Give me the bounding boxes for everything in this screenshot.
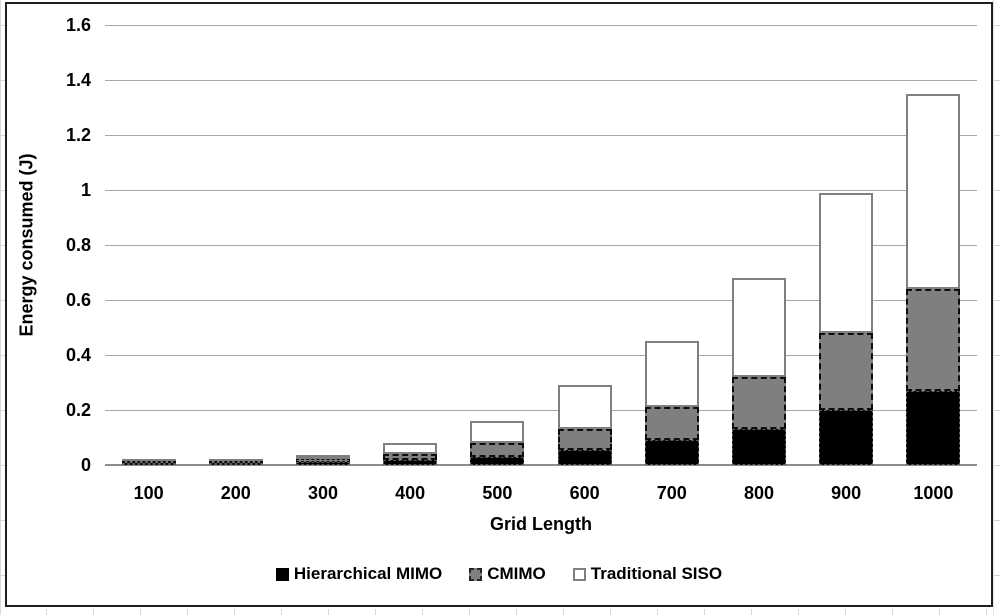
x-axis-tick-label: 200 <box>220 483 251 503</box>
legend-item-hierarchical-mimo: Hierarchical MIMO <box>275 564 443 584</box>
legend-item-cmimo: CMIMO <box>469 564 546 584</box>
x-axis-tick-label: 800 <box>743 483 775 503</box>
gridline <box>105 80 977 81</box>
bar-200 <box>208 458 263 465</box>
bar-segment-400-cmimo <box>383 454 438 460</box>
bar-segment-900-hierarchical-mimo <box>819 410 874 465</box>
gridline <box>105 355 977 356</box>
bar-segment-700-traditional-siso <box>644 341 699 408</box>
bar-300 <box>296 455 350 465</box>
gridline <box>105 25 977 26</box>
legend-swatch-icon <box>469 567 483 581</box>
bar-700 <box>644 341 699 465</box>
gridline <box>105 410 977 411</box>
bar-600 <box>557 385 612 465</box>
y-axis-tick-label: 0 <box>80 455 91 475</box>
bar-500 <box>470 421 525 465</box>
bar-segment-500-cmimo <box>470 443 525 457</box>
bar-1000 <box>906 93 961 465</box>
legend-label: Traditional SISO <box>590 564 723 583</box>
y-axis-tick-label: 1.2 <box>65 125 91 145</box>
bar-segment-600-traditional-siso <box>557 385 612 430</box>
x-axis-tick-label: 400 <box>395 483 426 503</box>
bar-segment-800-traditional-siso <box>732 278 786 377</box>
bar-segment-400-traditional-siso <box>383 443 438 454</box>
worksheet-edge-left <box>0 0 6 615</box>
y-axis-tick-label: 0.2 <box>65 400 91 420</box>
y-axis-tick-label: 1.6 <box>65 15 91 35</box>
worksheet-edge-right <box>993 0 1000 615</box>
bar-segment-1000-traditional-siso <box>906 93 961 289</box>
y-axis-tick-label: 0.8 <box>65 235 91 255</box>
legend: Hierarchical MIMO CMIMO Traditional SISO <box>7 564 991 584</box>
chart-frame: Energy consumed (J) Grid Length Hierarch… <box>5 2 993 607</box>
bar-400 <box>383 443 438 465</box>
bar-segment-500-hierarchical-mimo <box>470 456 525 465</box>
x-axis-tick-label: 1000 <box>913 483 954 503</box>
bar-segment-700-cmimo <box>644 407 699 441</box>
bar-segment-400-hierarchical-mimo <box>383 459 438 465</box>
legend-item-traditional-siso: Traditional SISO <box>572 564 723 584</box>
legend-label: Hierarchical MIMO <box>293 564 443 583</box>
y-axis-tick-label: 0.4 <box>65 345 91 365</box>
bar-segment-600-hierarchical-mimo <box>557 449 612 465</box>
y-axis-tick-label: 1 <box>80 180 91 200</box>
gridline <box>105 245 977 246</box>
x-axis-tick-label: 600 <box>569 483 600 503</box>
x-axis-tick-label: 900 <box>831 483 862 503</box>
x-axis-line <box>105 464 977 466</box>
bar-segment-600-cmimo <box>557 429 612 450</box>
bar-segment-900-cmimo <box>819 333 874 410</box>
bar-segment-800-cmimo <box>732 377 786 430</box>
x-axis-title: Grid Length <box>490 514 592 534</box>
bar-segment-800-hierarchical-mimo <box>732 429 786 465</box>
bar-segment-200-traditional-siso <box>208 458 263 461</box>
x-axis-tick-label: 100 <box>133 483 164 503</box>
worksheet-edge-bottom <box>0 609 1000 615</box>
gridline <box>105 300 977 301</box>
bar-100 <box>121 458 176 465</box>
bar-900 <box>819 192 874 465</box>
x-axis-tick-label: 700 <box>656 483 687 503</box>
bar-segment-100-traditional-siso <box>121 458 176 461</box>
bar-segment-500-traditional-siso <box>470 421 525 443</box>
bar-segment-100-hierarchical-mimo <box>121 462 176 465</box>
bar-segment-1000-cmimo <box>906 289 961 391</box>
legend-label: CMIMO <box>487 564 546 583</box>
y-axis-tick-label: 0.6 <box>65 290 91 310</box>
bar-segment-900-traditional-siso <box>819 192 874 333</box>
legend-swatch-icon <box>275 567 289 581</box>
bar-segment-300-traditional-siso <box>296 455 350 460</box>
gridline <box>105 190 977 191</box>
bar-segment-300-hierarchical-mimo <box>296 461 350 465</box>
legend-swatch-icon <box>572 567 586 581</box>
y-axis-tick-label: 1.4 <box>65 70 91 90</box>
bar-segment-300-cmimo <box>296 459 350 462</box>
gridline <box>105 135 977 136</box>
bar-segment-1000-hierarchical-mimo <box>906 390 961 465</box>
bar-800 <box>732 278 786 465</box>
bar-segment-200-hierarchical-mimo <box>208 462 263 465</box>
x-axis-tick-label: 300 <box>307 483 339 503</box>
bar-segment-100-cmimo <box>121 460 176 463</box>
bar-segment-700-hierarchical-mimo <box>644 440 699 465</box>
bar-segment-200-cmimo <box>208 460 263 463</box>
x-axis-tick-label: 500 <box>482 483 513 503</box>
